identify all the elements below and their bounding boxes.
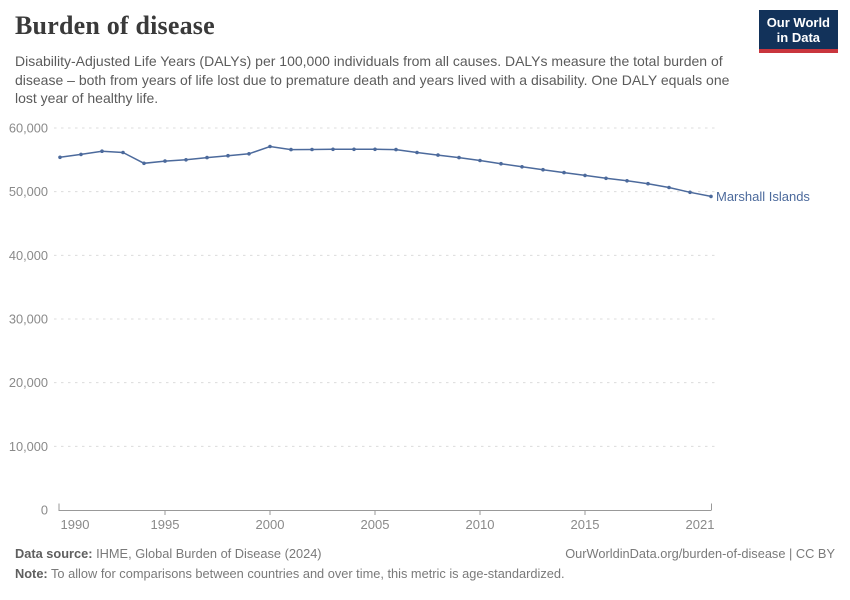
y-axis-tick-label: 20,000 — [9, 375, 48, 390]
data-point — [688, 190, 692, 195]
series-line — [59, 145, 712, 198]
series-end-label: Marshall Islands — [716, 189, 810, 204]
data-point — [646, 181, 650, 186]
chart-footer: Data source: IHME, Global Burden of Dise… — [15, 546, 835, 581]
data-point — [58, 155, 62, 160]
y-axis-tick-label: 10,000 — [9, 439, 48, 454]
owid-logo-line1: Our World — [766, 15, 830, 30]
data-point — [436, 153, 440, 157]
data-point — [142, 161, 146, 166]
y-axis-tick-label: 40,000 — [9, 248, 48, 263]
chart-subtitle: Disability-Adjusted Life Years (DALYs) p… — [15, 53, 730, 106]
note-label: Note: — [15, 566, 48, 581]
y-axis-tick-label: 50,000 — [9, 184, 48, 199]
owid-link[interactable]: OurWorldinData.org/burden-of-disease | C… — [565, 546, 835, 561]
data-point — [373, 147, 377, 152]
data-point — [352, 147, 356, 152]
data-point — [394, 147, 398, 152]
data-point — [289, 147, 293, 152]
data-source: Data source: IHME, Global Burden of Dise… — [15, 546, 322, 561]
data-point — [625, 179, 629, 183]
x-axis-tick-label: 1990 — [61, 517, 90, 532]
chart-svg: 0 10,000 20,000 30,000 40,000 50,000 60,000 199… — [9, 121, 811, 533]
data-point — [310, 147, 314, 152]
data-source-text: IHME, Global Burden of Disease (2024) — [96, 546, 322, 561]
data-point — [121, 150, 125, 155]
x-axis-tick-label: 2010 — [466, 517, 495, 532]
y-axis-tick-label: 30,000 — [9, 312, 48, 327]
data-point — [709, 194, 713, 199]
data-point — [541, 167, 545, 172]
owid-logo-line2: in Data — [776, 30, 821, 45]
data-point — [457, 155, 461, 160]
data-point — [583, 173, 587, 178]
data-point — [415, 150, 419, 155]
data-point — [184, 158, 188, 162]
x-axis-tick-label: 2000 — [256, 517, 285, 532]
x-axis-tick-label: 2021 — [686, 517, 715, 532]
data-point — [331, 147, 335, 152]
data-point — [499, 161, 503, 166]
chart-note: Note: To allow for comparisons between c… — [15, 566, 835, 581]
x-axis-tick-label: 2015 — [571, 517, 600, 532]
data-point — [100, 149, 104, 153]
x-axis-tick-label: 1995 — [151, 517, 180, 532]
data-point — [268, 144, 272, 149]
owid-logo: Our World in Data — [758, 10, 838, 53]
y-axis-tick-label: 60,000 — [9, 121, 48, 136]
data-point — [247, 152, 251, 156]
page-title: Burden of disease — [15, 11, 215, 40]
note-text: To allow for comparisons between countri… — [51, 566, 565, 581]
data-point — [604, 176, 608, 181]
data-point — [667, 185, 671, 190]
data-point — [79, 152, 83, 157]
data-point — [226, 153, 230, 158]
data-point — [478, 158, 482, 163]
data-point — [163, 159, 167, 163]
data-point — [205, 155, 209, 160]
data-source-label: Data source: — [15, 546, 93, 561]
y-axis-tick-label: 0 — [41, 503, 48, 518]
x-axis-tick-label: 2005 — [361, 517, 390, 532]
data-point — [520, 165, 524, 169]
data-point — [562, 170, 566, 175]
